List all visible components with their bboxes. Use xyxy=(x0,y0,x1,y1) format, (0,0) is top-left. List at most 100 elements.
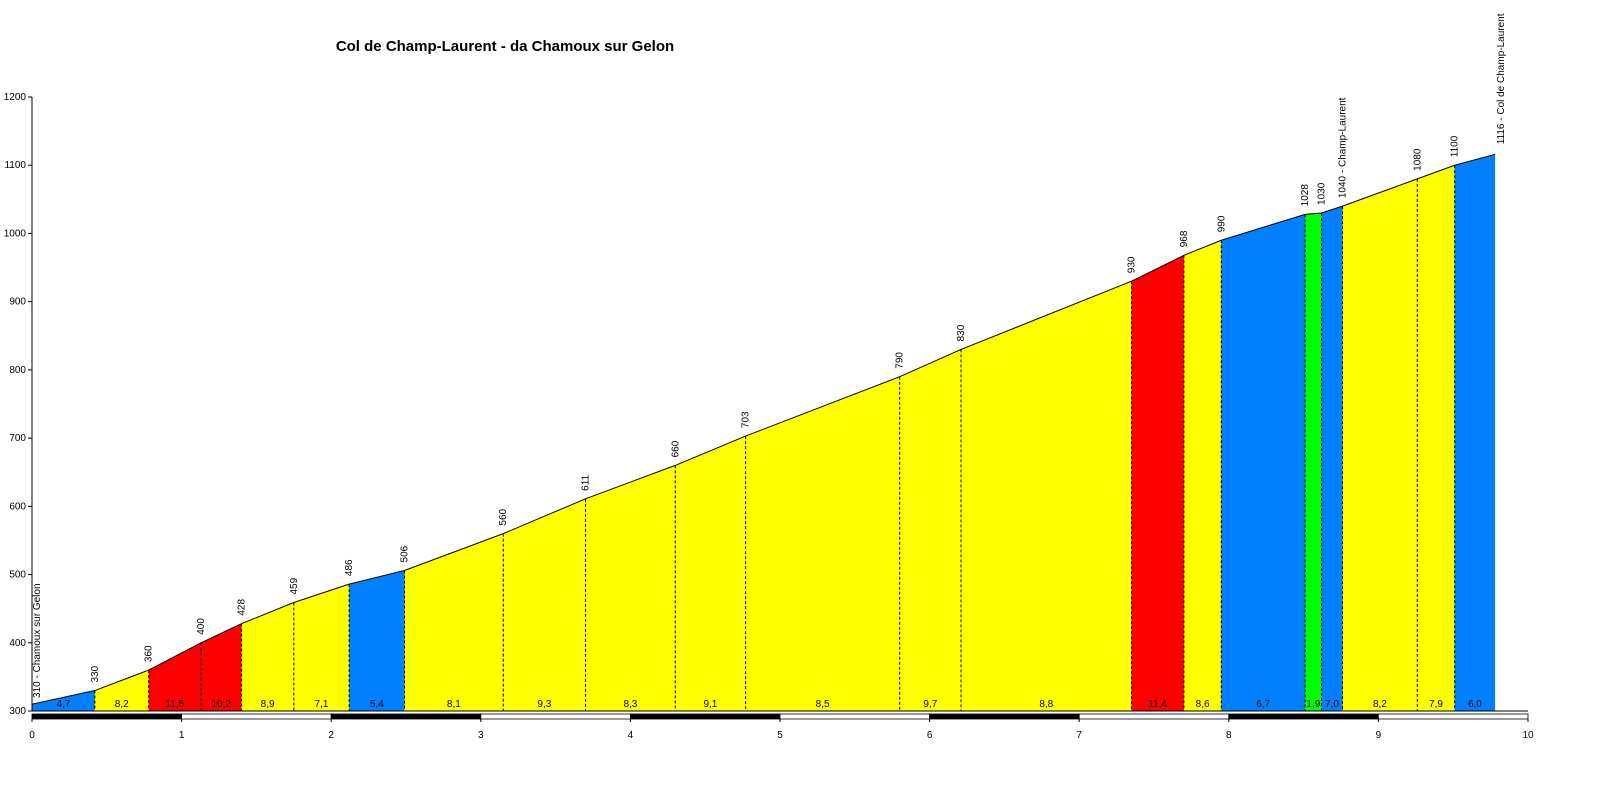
altitude-label: 1100 xyxy=(1450,135,1461,157)
scale-bar-block xyxy=(330,713,482,720)
chart-title: Col de Champ-Laurent - da Chamoux sur Ge… xyxy=(335,38,675,55)
altitude-label: 1040 - Champ-Laurent xyxy=(1337,97,1348,198)
scale-bar-block xyxy=(31,713,183,720)
gradient-label: 11,5 xyxy=(166,699,185,710)
altitude-label: 428 xyxy=(236,599,247,616)
gradient-label: 9,7 xyxy=(923,699,937,710)
gradient-label: 9,3 xyxy=(537,699,551,710)
x-tick-label: 8 xyxy=(1226,730,1232,741)
segment-fill xyxy=(293,584,350,711)
scale-bar-block xyxy=(929,713,1080,720)
scale-bar-block xyxy=(1228,713,1379,720)
profile-outline xyxy=(31,153,1496,705)
altitude-label: 1028 xyxy=(1300,184,1311,207)
altitude-label: 360 xyxy=(144,645,155,662)
x-tick-label: 0 xyxy=(29,730,35,741)
altitude-label: 968 xyxy=(1179,230,1190,247)
segment-fill xyxy=(32,690,95,711)
altitude-labels: 310 - Chamoux sur Gelon 330 360 400 428 459 48… xyxy=(32,13,1507,698)
gradient-label: 7,1 xyxy=(315,699,329,710)
gradient-label: 8,9 xyxy=(261,699,275,710)
altitude-label: 310 - Chamoux sur Gelon xyxy=(32,583,43,698)
gradient-label: 7,0 xyxy=(1325,699,1339,710)
x-tick-label: 2 xyxy=(328,730,334,741)
x-tick-label: 3 xyxy=(478,730,484,741)
segment-fill xyxy=(1305,212,1322,711)
y-tick-label: 1100 xyxy=(4,160,26,171)
gradient-label: 8,2 xyxy=(115,699,129,710)
altitude-label: 790 xyxy=(895,352,906,369)
x-tick-label: 9 xyxy=(1376,730,1382,741)
gradient-label: 4,7 xyxy=(56,699,70,710)
y-tick-labels: 300 400 500 600 700 800 900 1000 1100 1200 xyxy=(4,92,27,717)
altitude-label: 400 xyxy=(196,618,207,635)
altitude-label: 1116 - Col de Champ-Laurent xyxy=(1496,13,1507,144)
scale-bar-block xyxy=(630,713,781,720)
gradient-label: 8,1 xyxy=(447,699,461,710)
x-tick-label: 10 xyxy=(1522,730,1534,741)
altitude-label: 660 xyxy=(670,440,681,457)
segment-fill xyxy=(1417,165,1455,711)
x-tick-label: 5 xyxy=(777,730,783,741)
segment-fill xyxy=(201,623,242,711)
profile-line xyxy=(31,153,1496,705)
gradient-label: 8,6 xyxy=(1196,699,1210,710)
altitude-label: 611 xyxy=(581,474,592,490)
gradient-label: 8,3 xyxy=(623,699,637,710)
altitude-label: 1030 xyxy=(1317,182,1328,205)
y-tick-label: 600 xyxy=(9,501,26,512)
scale-bar-block xyxy=(181,713,332,720)
segment-fill xyxy=(349,570,405,711)
segment-fill xyxy=(241,602,294,711)
altitude-label: 990 xyxy=(1216,215,1227,232)
scale-bar-block xyxy=(480,713,631,720)
gradient-label: 5,4 xyxy=(370,699,384,710)
altitude-label: 930 xyxy=(1127,256,1138,273)
gradient-label: 8,2 xyxy=(1373,699,1387,710)
gradient-label: 7,9 xyxy=(1429,699,1443,710)
axes xyxy=(28,96,1529,722)
altitude-label: 830 xyxy=(956,324,967,341)
scale-bar-block xyxy=(1078,713,1230,720)
y-tick-label: 1000 xyxy=(4,228,27,239)
segment-fill xyxy=(961,281,1132,711)
segment-fill xyxy=(404,533,504,711)
gradient-label: 6,0 xyxy=(1468,699,1482,710)
scale-bar-block xyxy=(1378,713,1529,720)
segment-fill xyxy=(503,498,586,711)
segment-fill xyxy=(899,349,962,711)
gradient-label: 9,1 xyxy=(703,699,717,710)
x-tick-labels: 0 1 2 3 4 5 6 7 8 9 10 xyxy=(29,730,1534,741)
y-tick-label: 500 xyxy=(9,570,26,581)
altitude-label: 560 xyxy=(498,508,509,525)
gradient-label: 6,7 xyxy=(1256,699,1270,710)
gradient-label: 10,2 xyxy=(212,699,232,710)
scale-bar-block xyxy=(779,713,931,720)
gradient-label: 1,9 xyxy=(1306,699,1320,710)
segment-fills xyxy=(32,154,1496,712)
x-tick-label: 7 xyxy=(1076,730,1082,741)
segment-fill xyxy=(1183,240,1222,711)
y-tick-label: 1200 xyxy=(4,92,27,103)
x-tick-label: 6 xyxy=(927,730,933,741)
segment-fill xyxy=(1454,154,1496,712)
segment-fill xyxy=(94,670,149,711)
altitude-label: 1080 xyxy=(1412,148,1423,171)
segment-dividers xyxy=(94,165,1456,711)
y-tick-label: 400 xyxy=(9,638,26,649)
km-scale-bar xyxy=(31,713,1529,720)
y-tick-label: 800 xyxy=(9,365,26,376)
segment-fill xyxy=(1321,206,1343,711)
gradient-label: 8,8 xyxy=(1039,699,1053,710)
gradient-label: 8,5 xyxy=(816,699,830,710)
segment-fill xyxy=(1342,178,1418,711)
segment-fill xyxy=(1221,214,1306,711)
y-tick-label: 900 xyxy=(9,297,26,308)
segment-fill xyxy=(585,465,676,711)
gradient-labels: 4,7 8,2 11,5 10,2 8,9 7,1 5,4 8,1 9,3 8,3 9,1 8,5 9,… xyxy=(56,699,1482,710)
segment-fill xyxy=(675,436,746,711)
altitude-label: 703 xyxy=(741,411,752,428)
x-tick-label: 4 xyxy=(628,730,634,741)
segment-fill xyxy=(148,642,202,711)
gradient-label: 11,4 xyxy=(1148,699,1167,710)
